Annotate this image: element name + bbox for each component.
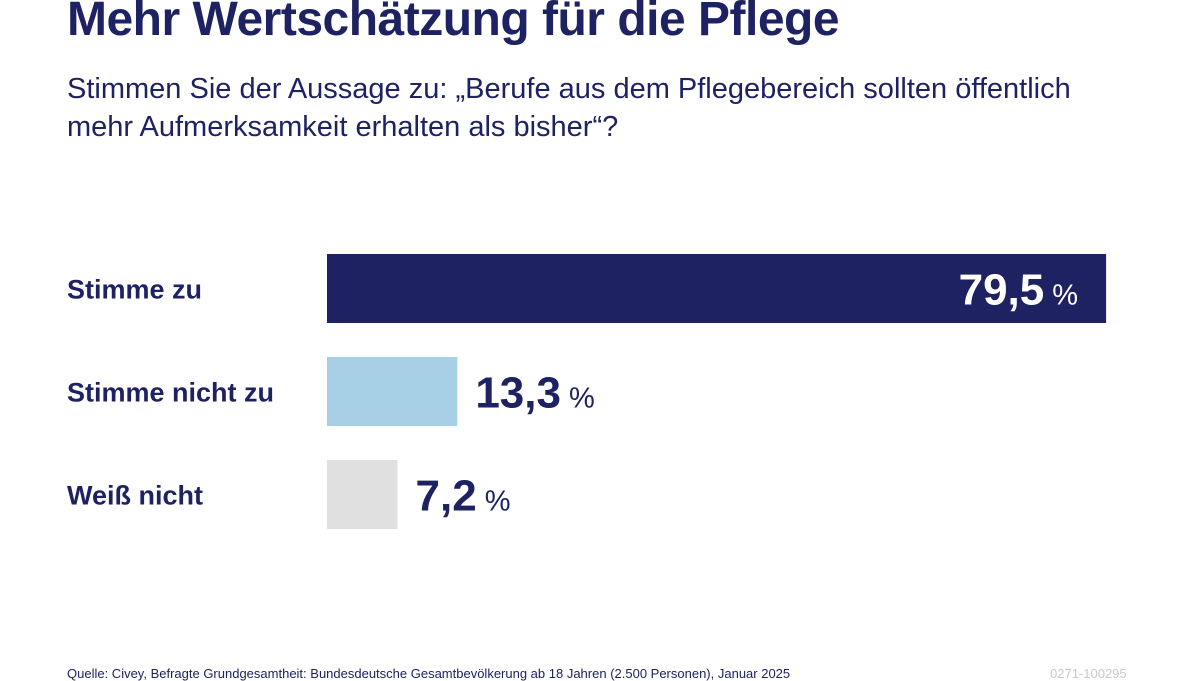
unit-label: % <box>477 486 511 518</box>
unit-label: % <box>561 383 595 415</box>
bar <box>327 460 398 529</box>
category-label: Weiß nicht <box>67 481 203 511</box>
unit-label: % <box>1044 280 1078 312</box>
bar <box>327 357 458 426</box>
source-note: Quelle: Civey, Befragte Grundgesamtheit:… <box>67 666 791 681</box>
value-label: 7,2 % <box>416 472 511 521</box>
category-label: Stimme nicht zu <box>67 378 274 408</box>
value-number: 79,5 <box>959 266 1045 315</box>
chart-subtitle: Stimmen Sie der Aussage zu: „Berufe aus … <box>67 73 1071 143</box>
chart-code: 0271-100295 <box>1050 666 1127 681</box>
chart-title: Mehr Wertschätzung für die Pflege <box>67 0 840 46</box>
value-label: 79,5 % <box>959 266 1078 315</box>
category-label: Stimme zu <box>67 275 202 305</box>
value-number: 13,3 <box>475 369 561 418</box>
bar <box>327 254 1107 323</box>
value-label: 13,3 % <box>475 369 594 418</box>
value-number: 7,2 <box>416 472 477 521</box>
